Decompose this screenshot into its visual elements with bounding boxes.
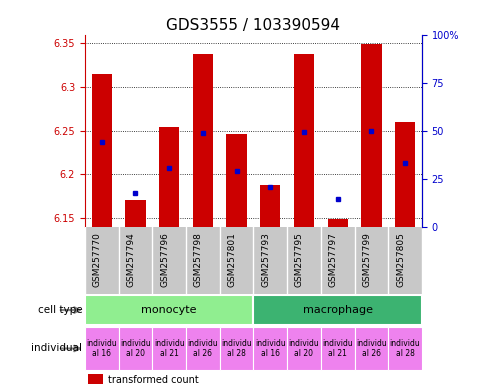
Bar <box>91 74 112 227</box>
Bar <box>85 295 253 325</box>
Text: individu
al 28: individu al 28 <box>389 339 420 358</box>
Bar <box>394 122 414 227</box>
Text: GSM257795: GSM257795 <box>294 232 303 287</box>
Bar <box>192 54 212 227</box>
Text: transformed count: transformed count <box>108 375 199 384</box>
Text: GSM257799: GSM257799 <box>362 232 371 287</box>
Bar <box>287 327 320 370</box>
Text: GSM257793: GSM257793 <box>261 232 270 287</box>
Bar <box>253 327 287 370</box>
Text: GSM257801: GSM257801 <box>227 232 236 287</box>
Text: monocyte: monocyte <box>141 305 197 315</box>
Bar <box>118 327 152 370</box>
Text: GSM257794: GSM257794 <box>126 232 135 287</box>
Text: GSM257796: GSM257796 <box>160 232 169 287</box>
Title: GDS3555 / 103390594: GDS3555 / 103390594 <box>166 18 340 33</box>
Text: GSM257797: GSM257797 <box>328 232 337 287</box>
Text: individu
al 20: individu al 20 <box>288 339 318 358</box>
Bar <box>320 327 354 370</box>
Text: individual: individual <box>31 343 82 354</box>
Bar <box>88 374 103 384</box>
Bar <box>361 44 381 227</box>
Text: individu
al 20: individu al 20 <box>120 339 151 358</box>
Text: individu
al 26: individu al 26 <box>355 339 386 358</box>
Text: individu
al 21: individu al 21 <box>322 339 352 358</box>
Bar <box>125 200 145 227</box>
Bar <box>259 185 280 227</box>
Text: individu
al 16: individu al 16 <box>255 339 285 358</box>
Text: GSM257798: GSM257798 <box>194 232 202 287</box>
Bar <box>293 54 314 227</box>
Bar <box>327 219 347 227</box>
Text: individu
al 26: individu al 26 <box>187 339 218 358</box>
Text: cell type: cell type <box>38 305 82 315</box>
Bar <box>387 327 421 370</box>
Bar <box>354 327 387 370</box>
Bar <box>186 327 219 370</box>
Text: macrophage: macrophage <box>302 305 372 315</box>
Bar <box>152 327 186 370</box>
Text: individu
al 21: individu al 21 <box>153 339 184 358</box>
Bar <box>226 134 246 227</box>
Bar <box>253 295 421 325</box>
Bar <box>85 327 118 370</box>
Bar <box>219 327 253 370</box>
Text: GSM257805: GSM257805 <box>395 232 404 287</box>
Text: GSM257770: GSM257770 <box>92 232 102 287</box>
Text: individu
al 16: individu al 16 <box>86 339 117 358</box>
Text: individu
al 28: individu al 28 <box>221 339 251 358</box>
Bar <box>159 127 179 227</box>
